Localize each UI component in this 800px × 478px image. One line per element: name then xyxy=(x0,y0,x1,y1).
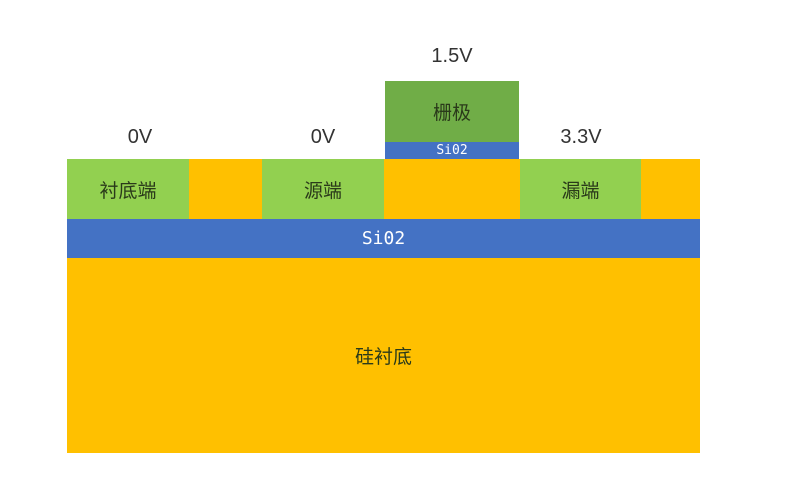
drain-voltage-label: 3.3V xyxy=(560,126,602,148)
source-voltage-label: 0V xyxy=(310,126,336,148)
channel-region xyxy=(384,159,520,219)
gate-oxide: Si02 xyxy=(385,142,519,159)
body-terminal: 衬底端 xyxy=(67,159,189,219)
buried-oxide: Si02 xyxy=(67,219,700,258)
silicon-substrate: 硅衬底 xyxy=(67,258,700,453)
drain-terminal: 漏端 xyxy=(520,159,641,219)
gate-region: 栅极 xyxy=(385,81,519,142)
source-terminal: 源端 xyxy=(262,159,384,219)
silicon-gap-1 xyxy=(189,159,262,219)
silicon-gap-2 xyxy=(641,159,700,219)
body-voltage-label: 0V xyxy=(127,126,153,148)
gate-voltage-label: 1.5V xyxy=(431,45,473,67)
